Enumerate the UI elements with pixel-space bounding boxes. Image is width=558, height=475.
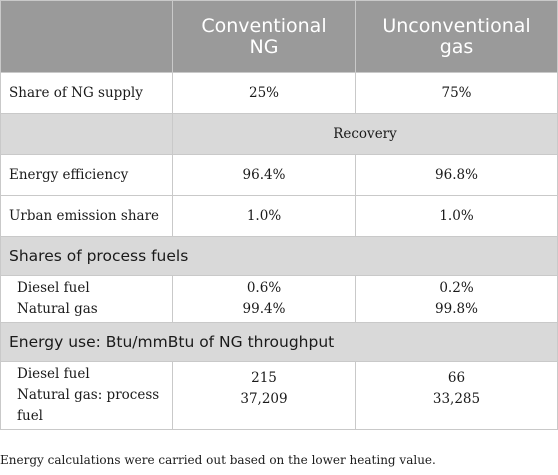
header-conventional-ng: Conventional NG (172, 0, 356, 73)
cell-conventional: 215 37,209 (172, 361, 356, 430)
label-natural-gas: Natural gas (17, 301, 98, 317)
section-energy-use: Energy use: Btu/mmBtu of NG throughput (0, 322, 558, 362)
data-table: Conventional NG Unconventional gas Share… (0, 0, 558, 430)
header-conventional-line1: Conventional (201, 14, 327, 37)
header-unconventional-line1: Unconventional (382, 14, 531, 37)
cell-unconventional: 96.8% (355, 154, 558, 196)
recovery-label: Recovery (172, 113, 558, 155)
header-unconventional-gas: Unconventional gas (355, 0, 558, 73)
header-unconventional-line2: gas (439, 35, 474, 58)
section-title: Shares of process fuels (0, 236, 558, 276)
row-share-of-ng-supply: Share of NG supply 25% 75% (0, 72, 558, 114)
value-natural-gas-unconventional: 33,285 (432, 391, 481, 407)
section-process-fuels: Shares of process fuels (0, 236, 558, 276)
sub-labels: Diesel fuel Natural gas: process fuel (0, 361, 173, 430)
row-recovery: Recovery (0, 113, 558, 155)
row-label: Urban emission share (0, 195, 173, 237)
value-diesel-conventional: 215 (251, 370, 277, 386)
cell-unconventional: 66 33,285 (355, 361, 558, 430)
row-label: Energy efficiency (0, 154, 173, 196)
value-diesel-unconventional: 0.2% (439, 280, 474, 296)
row-label: Share of NG supply (0, 72, 173, 114)
label-diesel-fuel: Diesel fuel (17, 366, 90, 382)
value-diesel-unconventional: 66 (447, 370, 466, 386)
row-urban-emission-share: Urban emission share 1.0% 1.0% (0, 195, 558, 237)
value-diesel-conventional: 0.6% (246, 280, 282, 296)
header-conventional-line2: NG (249, 35, 279, 58)
cell-conventional: 1.0% (172, 195, 356, 237)
table-footnote: Energy calculations were carried out bas… (0, 453, 436, 467)
label-natural-gas-process-line1: Natural gas: process (17, 387, 160, 403)
header-row: Conventional NG Unconventional gas (0, 0, 558, 73)
section-title: Energy use: Btu/mmBtu of NG throughput (0, 322, 558, 362)
row-process-fuels-values: Diesel fuel Natural gas 0.6% 99.4% 0.2% … (0, 275, 558, 323)
row-energy-efficiency: Energy efficiency 96.4% 96.8% (0, 154, 558, 196)
value-natural-gas-unconventional: 99.8% (435, 301, 478, 317)
header-empty-cell (0, 0, 173, 73)
sub-labels: Diesel fuel Natural gas (0, 275, 173, 323)
cell-conventional: 96.4% (172, 154, 356, 196)
value-natural-gas-conventional: 37,209 (240, 391, 288, 407)
label-diesel-fuel: Diesel fuel (17, 280, 90, 296)
cell-unconventional: 0.2% 99.8% (355, 275, 558, 323)
cell-unconventional: 1.0% (355, 195, 558, 237)
cell-conventional: 0.6% 99.4% (172, 275, 356, 323)
cell-unconventional: 75% (355, 72, 558, 114)
value-natural-gas-conventional: 99.4% (242, 301, 286, 317)
row-energy-use-values: Diesel fuel Natural gas: process fuel 21… (0, 361, 558, 430)
recovery-empty-cell (0, 113, 173, 155)
cell-conventional: 25% (172, 72, 356, 114)
label-natural-gas-process-line2: fuel (17, 408, 43, 424)
